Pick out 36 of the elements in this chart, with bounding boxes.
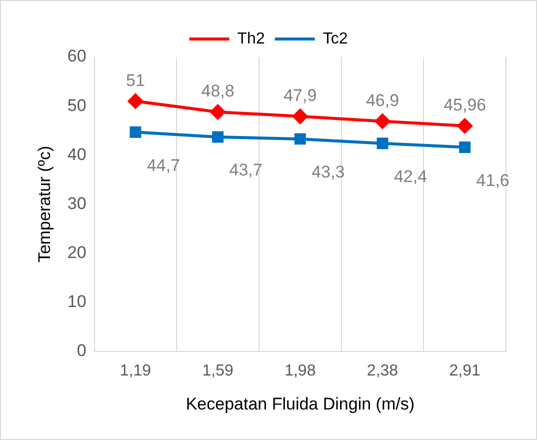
data-label: 43,7 [229,160,262,180]
data-label: 51 [126,70,145,90]
x-tick-label: 1,98 [284,362,316,380]
data-label: 48,8 [201,82,234,101]
point [459,142,471,154]
point [128,94,143,109]
y-tick-label: 0 [76,341,86,360]
legend-label: Tc2 [322,30,348,48]
y-axis-title: Temperatur (ºc) [34,146,54,263]
y-tick-label: 30 [67,194,86,213]
x-tick-label: 2,38 [366,362,398,380]
data-label: 45,96 [444,96,486,115]
x-tick-label: 1,19 [120,362,152,380]
x-axis-title: Kecepatan Fluida Dingin (m/s) [186,394,414,414]
data-label: 46,9 [366,90,400,110]
point [292,108,308,124]
data-label: 43,3 [312,162,345,182]
y-tick-label: 20 [67,242,86,262]
x-tick-label: 1,59 [202,362,234,380]
legend-label: Th2 [237,30,265,48]
data-label: 44,7 [146,156,180,175]
point [130,126,142,138]
y-tick-label: 50 [67,96,86,115]
x-tick-label: 2,91 [449,362,481,380]
point [374,114,390,129]
point [294,133,306,145]
point [376,138,388,150]
y-tick-label: 60 [67,46,86,66]
point [212,131,224,143]
point [457,118,472,134]
data-label: 41,6 [476,170,510,190]
data-label: 47,9 [284,86,317,106]
y-tick-label: 40 [67,144,86,164]
data-label: 42,4 [394,167,428,186]
point [210,104,226,120]
y-tick-label: 10 [67,292,86,312]
